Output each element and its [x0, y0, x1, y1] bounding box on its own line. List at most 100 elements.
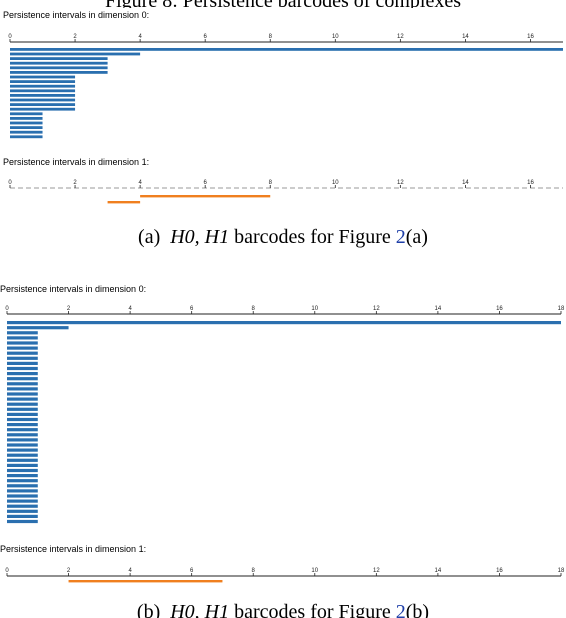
x-tick: 4: [138, 34, 142, 42]
chart-a-dim0: 0 2 4 6 8 10 12 14 16: [8, 34, 563, 139]
x-tick: 8: [252, 306, 256, 314]
caption-a-label: (a): [138, 226, 161, 248]
caption-a-ref[interactable]: 2: [395, 226, 406, 248]
x-tick: 0: [8, 34, 12, 42]
persistence-bar: [10, 117, 43, 120]
caption-a-text: barcodes for Figure: [234, 226, 391, 248]
persistence-bar: [7, 351, 38, 355]
x-tick-label: 6: [204, 34, 208, 40]
persistence-bar: [7, 519, 38, 524]
x-tick: 12: [373, 568, 380, 576]
caption-b: (b) H0, H1 barcodes for Figure 2(b): [0, 601, 566, 618]
x-tick-label: 0: [5, 568, 9, 574]
x-tick-label: 8: [269, 34, 273, 40]
x-tick: 2: [67, 568, 71, 576]
persistence-bar: [10, 135, 43, 139]
x-tick: 12: [397, 180, 404, 188]
x-tick-label: 12: [397, 180, 404, 186]
persistence-bar: [7, 346, 38, 350]
chart-a-dim1: 0 2 4 6 8 10 12 14 16: [8, 180, 563, 204]
x-tick-label: 14: [435, 568, 442, 574]
persistence-bar: [10, 107, 76, 111]
x-tick: 14: [462, 180, 469, 188]
x-tick: 0: [5, 568, 9, 576]
x-tick: 8: [269, 180, 273, 188]
x-tick: 6: [204, 34, 208, 42]
persistence-bar: [10, 130, 43, 134]
persistence-bar: [7, 356, 38, 360]
x-tick-label: 8: [252, 568, 256, 574]
x-tick: 16: [496, 306, 503, 314]
caption-b-ref[interactable]: 2: [395, 601, 406, 618]
x-tick-label: 12: [373, 568, 380, 574]
x-tick: 6: [204, 180, 208, 188]
chart-a-dim1-title: Persistence intervals in dimension 1:: [3, 157, 150, 167]
x-tick-label: 16: [496, 568, 503, 574]
x-tick: 6: [190, 306, 194, 314]
persistence-bar: [10, 52, 141, 56]
x-tick: 4: [128, 306, 132, 314]
x-tick: 10: [332, 180, 339, 188]
x-tick-label: 10: [311, 306, 318, 312]
persistence-bar: [7, 361, 38, 365]
persistence-bar: [10, 126, 43, 129]
x-tick: 0: [5, 306, 9, 314]
x-tick: 14: [462, 34, 469, 42]
persistence-bar: [7, 433, 38, 437]
persistence-bar: [7, 448, 38, 452]
persistence-bar: [10, 57, 108, 60]
x-tick-label: 16: [496, 306, 503, 312]
caption-a-math: H0, H1: [170, 226, 230, 248]
x-tick-label: 18: [558, 568, 565, 574]
x-tick: 12: [373, 306, 380, 314]
persistence-bar: [7, 377, 38, 381]
chart-b-dim1: 0 2 4 6 8 10 12 14 16 18: [5, 568, 565, 583]
persistence-bar: [7, 341, 38, 345]
persistence-bar: [7, 453, 38, 457]
x-tick: 14: [435, 568, 442, 576]
persistence-bar: [7, 387, 38, 391]
persistence-bar: [7, 382, 38, 386]
x-tick: 8: [252, 568, 256, 576]
x-tick: 4: [138, 180, 142, 188]
persistence-bar: [7, 321, 561, 325]
x-tick-label: 6: [190, 568, 194, 574]
x-tick-label: 2: [67, 306, 71, 312]
caption-a-suffix: (a): [405, 226, 428, 248]
x-tick: 18: [558, 306, 565, 314]
persistence-bar: [10, 103, 76, 106]
persistence-bar: [10, 98, 76, 102]
persistence-bar: [7, 336, 38, 340]
x-tick-label: 10: [332, 34, 339, 40]
x-tick: 16: [527, 180, 534, 188]
caption-b-text: barcodes for Figure: [234, 601, 391, 618]
x-tick: 10: [311, 568, 319, 576]
persistence-bar: [7, 412, 38, 416]
persistence-bar: [7, 366, 38, 371]
persistence-bar: [7, 372, 38, 376]
x-tick-label: 0: [5, 306, 9, 312]
persistence-bar: [7, 417, 38, 422]
persistence-bar: [7, 514, 38, 518]
x-tick-label: 6: [204, 180, 208, 186]
persistence-bar: [10, 121, 43, 125]
persistence-bar: [10, 61, 108, 65]
persistence-bar: [10, 84, 76, 88]
persistence-bar: [10, 89, 76, 93]
x-tick: 4: [128, 568, 132, 576]
x-tick: 14: [435, 306, 442, 314]
x-tick-label: 10: [311, 568, 318, 574]
x-tick-label: 8: [252, 306, 256, 312]
x-tick: 16: [527, 34, 534, 42]
x-tick: 6: [190, 568, 194, 576]
persistence-bar: [7, 331, 38, 335]
persistence-bar: [10, 94, 76, 97]
x-tick-label: 4: [128, 568, 132, 574]
x-tick: 16: [496, 568, 503, 576]
persistence-bar: [7, 499, 38, 503]
persistence-bar: [7, 468, 38, 473]
persistence-bar: [10, 75, 76, 79]
persistence-bar: [7, 443, 38, 447]
x-tick: 2: [73, 180, 77, 188]
persistence-bar: [7, 458, 38, 462]
